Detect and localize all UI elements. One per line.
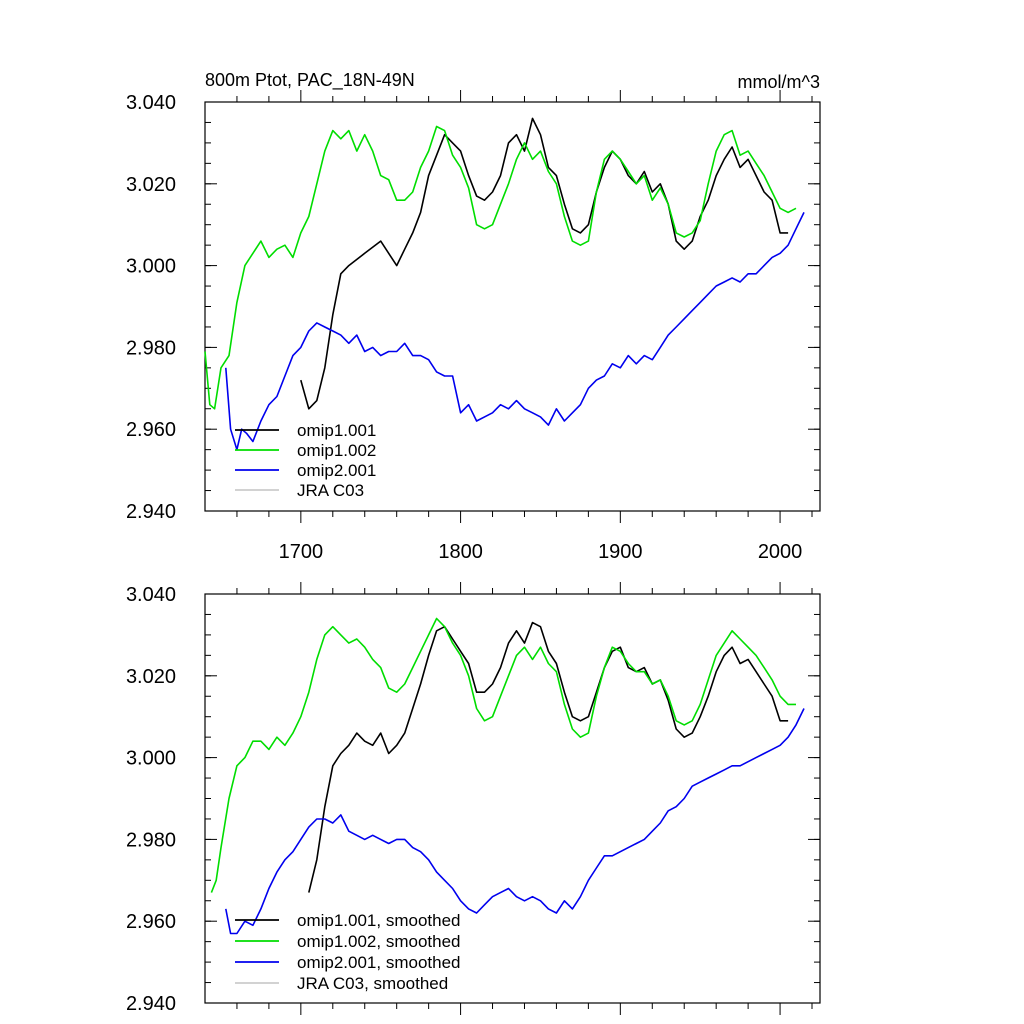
- legend-label: JRA C03: [297, 481, 364, 500]
- top-y-tick-labels: 3.040 3.020 3.000 2.980 2.960 2.940: [126, 92, 176, 523]
- y-tick-label: 2.980: [126, 829, 176, 851]
- y-tick-label: 3.040: [126, 584, 176, 606]
- y-tick-label: 3.000: [126, 748, 176, 770]
- y-tick-label: 3.000: [126, 256, 176, 278]
- top-title-left: 800m Ptot, PAC_18N-49N: [205, 70, 415, 91]
- legend-label: omip1.002: [297, 441, 376, 460]
- bottom-legend: omip1.001, smoothed omip1.002, smoothed …: [297, 911, 461, 993]
- x-tick-label: 1900: [598, 541, 643, 563]
- series-line-omip2-001-smoothed: [225, 708, 805, 935]
- x-tick-label: 1700: [279, 541, 324, 563]
- bottom-y-tick-labels: 3.040 3.020 3.000 2.980 2.960 2.940: [126, 584, 176, 1015]
- series-line-omip2-001: [225, 212, 805, 451]
- x-tick-label: 2000: [758, 541, 803, 563]
- y-tick-label: 2.960: [126, 419, 176, 441]
- y-tick-label: 2.960: [126, 911, 176, 933]
- legend-label: omip1.001, smoothed: [297, 911, 461, 930]
- y-tick-label: 3.020: [126, 666, 176, 688]
- series-line-omip1-002-smoothed: [210, 617, 796, 893]
- series-line-omip1-002: [204, 125, 797, 410]
- y-tick-label: 3.040: [126, 92, 176, 114]
- bottom-panel: 3.040 3.020 3.000 2.980 2.960 2.940 omip…: [126, 582, 821, 1015]
- legend-label: omip2.001, smoothed: [297, 953, 461, 972]
- y-tick-label: 2.940: [126, 993, 176, 1015]
- y-tick-label: 2.940: [126, 501, 176, 523]
- legend-label: JRA C03, smoothed: [297, 974, 448, 993]
- top-x-tick-labels: 1700 1800 1900 2000: [279, 541, 803, 563]
- series-line-omip1-001: [300, 117, 789, 410]
- legend-label: omip1.002, smoothed: [297, 932, 461, 951]
- x-tick-label: 1800: [438, 541, 483, 563]
- top-legend: omip1.001 omip1.002 omip2.001 JRA C03: [297, 421, 376, 500]
- top-title-right: mmol/m^3: [738, 72, 820, 92]
- legend-label: omip1.001: [297, 421, 376, 440]
- legend-label: omip2.001: [297, 461, 376, 480]
- y-tick-label: 3.020: [126, 174, 176, 196]
- top-panel: 800m Ptot, PAC_18N-49N mmol/m^3 3.040 3.…: [126, 70, 821, 563]
- series-line-omip1-001-smoothed: [308, 621, 789, 893]
- y-tick-label: 2.980: [126, 337, 176, 359]
